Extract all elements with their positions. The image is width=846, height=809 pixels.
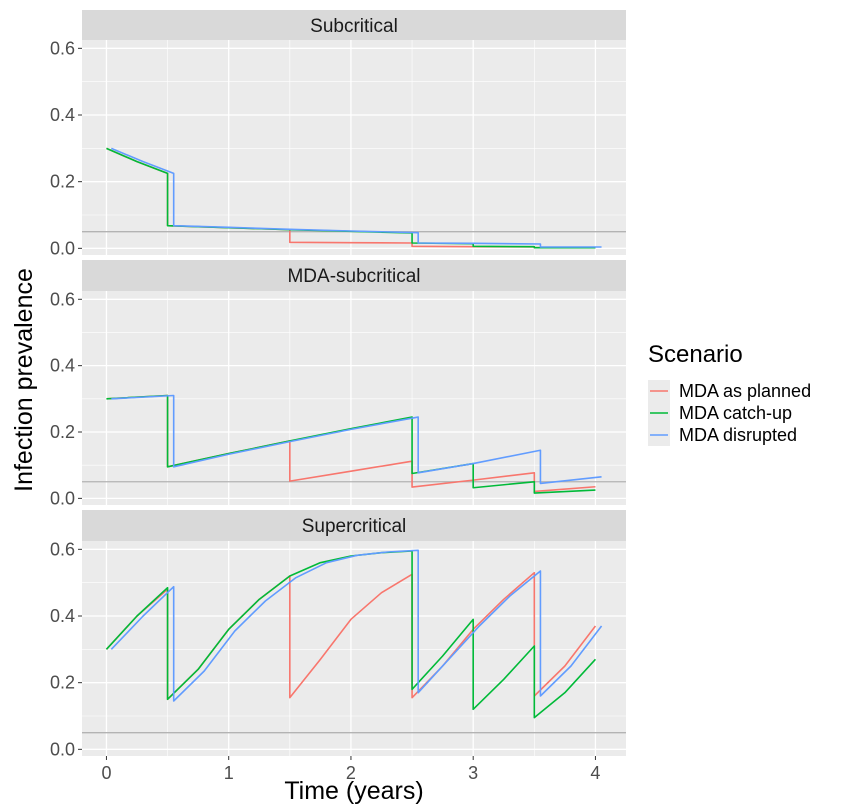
y-tick-label: 0.0: [50, 739, 75, 759]
y-tick-label: 0.2: [50, 172, 75, 192]
facet-panel: MDA-subcritical 0.0 0.2 0.4 0.6: [50, 260, 626, 508]
panel-background: [82, 40, 626, 255]
legend-label: MDA catch-up: [679, 403, 792, 423]
legend-label: MDA disrupted: [679, 425, 797, 445]
legend-item: MDA disrupted: [648, 424, 797, 446]
y-tick-label: 0.0: [50, 488, 75, 508]
x-tick-label: 1: [224, 763, 234, 783]
y-tick-label: 0.6: [50, 289, 75, 309]
y-tick-label: 0.0: [50, 238, 75, 258]
legend-title: Scenario: [648, 341, 743, 368]
panel-background: [82, 291, 626, 505]
series-line: [106, 394, 596, 494]
y-tick-label: 0.6: [50, 539, 75, 559]
facet-panel: Supercritical 0.0 0.2 0.4 0.6: [50, 510, 626, 759]
y-tick-label: 0.6: [50, 38, 75, 58]
facet-strip-label: Supercritical: [302, 516, 407, 537]
y-tick-label: 0.2: [50, 673, 75, 693]
y-tick-label: 0.4: [50, 356, 75, 376]
x-axis-title: Time (years): [284, 777, 423, 805]
series-line: [111, 394, 602, 485]
panels-layer: Subcritical 0.0 0.2 0.4 0.6 MDA-subcritical 0.…: [50, 10, 626, 759]
y-tick-label: 0.2: [50, 422, 75, 442]
x-tick-label: 0: [101, 763, 111, 783]
legend-item: MDA catch-up: [648, 402, 792, 424]
legend-item: MDA as planned: [648, 380, 811, 402]
panel-background: [82, 541, 626, 756]
x-tick-label: 3: [468, 763, 478, 783]
y-tick-label: 0.4: [50, 606, 75, 626]
series-line: [111, 147, 602, 248]
x-tick-label: 2: [346, 763, 356, 783]
legend-label: MDA as planned: [679, 381, 811, 401]
y-tick-label: 0.4: [50, 105, 75, 125]
facet-strip: [82, 10, 626, 41]
x-axis: 0 1 2 3 4: [101, 756, 600, 783]
facet-strip: [82, 510, 626, 541]
x-tick-label: 4: [590, 763, 600, 783]
facet-strip-label: Subcritical: [310, 16, 398, 37]
facet-strip: [82, 260, 626, 291]
y-axis-title: Infection prevalence: [10, 268, 38, 492]
series-line: [110, 549, 603, 702]
facet-panel: Subcritical 0.0 0.2 0.4 0.6: [50, 10, 626, 258]
facet-strip-label: MDA-subcritical: [287, 266, 420, 287]
